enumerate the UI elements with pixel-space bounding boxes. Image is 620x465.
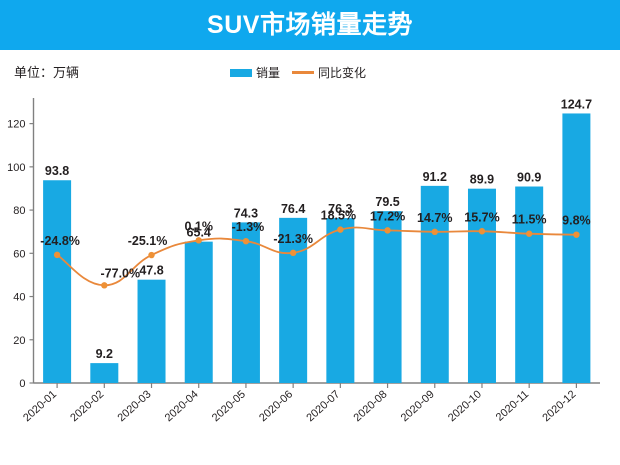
x-tick-label: 2020-11 bbox=[494, 388, 531, 423]
y-tick-label: 120 bbox=[7, 119, 25, 131]
percent-value-label: 9.8% bbox=[562, 214, 591, 228]
bar-value-label: 90.9 bbox=[517, 171, 541, 185]
line-data-point bbox=[525, 230, 533, 237]
x-tick-label: 2020-02 bbox=[68, 388, 106, 424]
percent-value-labels: -24.8% -77.0% -25.1% 0.1% -1.3% -21.3% 18.5% 17… bbox=[40, 209, 590, 281]
x-tick-label: 2020-06 bbox=[257, 388, 295, 424]
percent-value-label: 15.7% bbox=[464, 210, 499, 224]
header-bar: SUV市场销量走势 bbox=[0, 0, 620, 50]
x-tick-label: 2020-09 bbox=[399, 388, 437, 424]
x-tick-label: 2020-05 bbox=[210, 388, 248, 424]
bar bbox=[515, 186, 544, 383]
bar bbox=[562, 113, 591, 384]
x-tick-label: 2020-07 bbox=[304, 388, 342, 424]
bar-value-label: 74.3 bbox=[234, 206, 258, 220]
y-tick-label: 40 bbox=[13, 292, 25, 304]
y-tick-label: 100 bbox=[7, 162, 25, 174]
bar-value-label: 9.2 bbox=[96, 347, 113, 361]
line-data-point bbox=[384, 227, 391, 234]
bar-value-label: 91.2 bbox=[423, 170, 447, 184]
x-tick-label: 2020-03 bbox=[115, 388, 153, 424]
bar bbox=[231, 222, 260, 383]
x-tick-label: 2020-04 bbox=[163, 388, 201, 424]
legend-label-sales: 销量 bbox=[256, 66, 281, 80]
line-data-point bbox=[101, 282, 108, 289]
x-tick-label: 2020-10 bbox=[446, 388, 484, 424]
x-tick-label: 2020-01 bbox=[21, 388, 59, 424]
line-data-point bbox=[431, 228, 438, 236]
y-axis: 0 20 40 60 80 100 120 bbox=[7, 98, 35, 390]
bar bbox=[137, 279, 166, 383]
chart-plot-area: 0 20 40 60 80 100 120 2020-01 2020-02 2020-03 202… bbox=[0, 90, 620, 465]
line-data-point bbox=[53, 251, 61, 259]
line-data-point bbox=[478, 228, 486, 235]
line-data-point bbox=[337, 226, 344, 233]
bar bbox=[326, 218, 355, 383]
unit-label: 单位：万辆 bbox=[14, 65, 80, 80]
x-tick-label: 2020-12 bbox=[540, 388, 578, 424]
y-tick-label: 20 bbox=[13, 335, 25, 347]
bar-value-label: 76.3 bbox=[328, 202, 352, 216]
line-data-point bbox=[148, 251, 155, 259]
y-tick-label: 60 bbox=[13, 248, 25, 260]
line-series bbox=[53, 226, 580, 289]
page-title: SUV市场销量走势 bbox=[207, 11, 413, 39]
x-tick-label: 2020-08 bbox=[352, 388, 390, 424]
bar bbox=[90, 363, 119, 383]
legend-item-sales[interactable]: 销量 bbox=[230, 64, 280, 81]
percent-value-label: 17.2% bbox=[370, 209, 405, 223]
bar-value-label: 47.8 bbox=[139, 264, 163, 278]
bar-value-labels: 93.8 9.2 47.8 65.4 74.3 76.4 76.3 79.5 91.2 89.9 9… bbox=[45, 97, 592, 361]
y-tick-label: 80 bbox=[13, 205, 25, 217]
bar-value-label: 89.9 bbox=[470, 173, 494, 187]
percent-value-label: -21.3% bbox=[273, 232, 313, 246]
bar-value-label: 93.8 bbox=[45, 164, 69, 178]
bar-series bbox=[43, 113, 591, 384]
yoy-line bbox=[56, 226, 577, 287]
legend-label-yoy: 同比变化 bbox=[318, 66, 367, 80]
percent-value-label: -24.8% bbox=[40, 234, 80, 248]
legend-item-yoy[interactable]: 同比变化 bbox=[292, 64, 366, 81]
line-swatch-icon bbox=[292, 71, 315, 74]
bar-value-label: 65.4 bbox=[187, 226, 211, 240]
line-data-point bbox=[289, 249, 297, 257]
line-data-point bbox=[195, 237, 202, 244]
chart-legend: 销量 同比变化 bbox=[230, 64, 366, 81]
line-data-point bbox=[242, 237, 250, 245]
percent-value-label: -1.3% bbox=[232, 220, 265, 234]
line-data-point bbox=[573, 231, 580, 238]
percent-value-label: 18.5% bbox=[321, 209, 356, 223]
bar bbox=[467, 188, 496, 383]
bar bbox=[420, 185, 449, 383]
percent-value-label: -25.1% bbox=[128, 234, 168, 248]
bar bbox=[279, 217, 308, 383]
chart-svg: 0 20 40 60 80 100 120 2020-01 2020-02 2020-03 202… bbox=[7, 97, 600, 424]
y-tick-label: 0 bbox=[19, 378, 25, 390]
percent-value-label: 14.7% bbox=[417, 211, 452, 225]
bar-swatch-icon bbox=[230, 68, 252, 77]
bar-value-label: 124.7 bbox=[561, 97, 592, 111]
bar-value-label: 76.4 bbox=[281, 202, 305, 216]
percent-value-label: 11.5% bbox=[512, 213, 547, 227]
x-axis: 2020-01 2020-02 2020-03 2020-04 2020-05 2020-… bbox=[21, 382, 600, 424]
percent-value-label: -77.0% bbox=[101, 266, 141, 280]
percent-value-label: 0.1% bbox=[184, 219, 213, 233]
bar bbox=[373, 211, 402, 383]
bar bbox=[184, 241, 213, 383]
bar-value-label: 79.5 bbox=[375, 195, 399, 209]
bar bbox=[43, 180, 72, 383]
